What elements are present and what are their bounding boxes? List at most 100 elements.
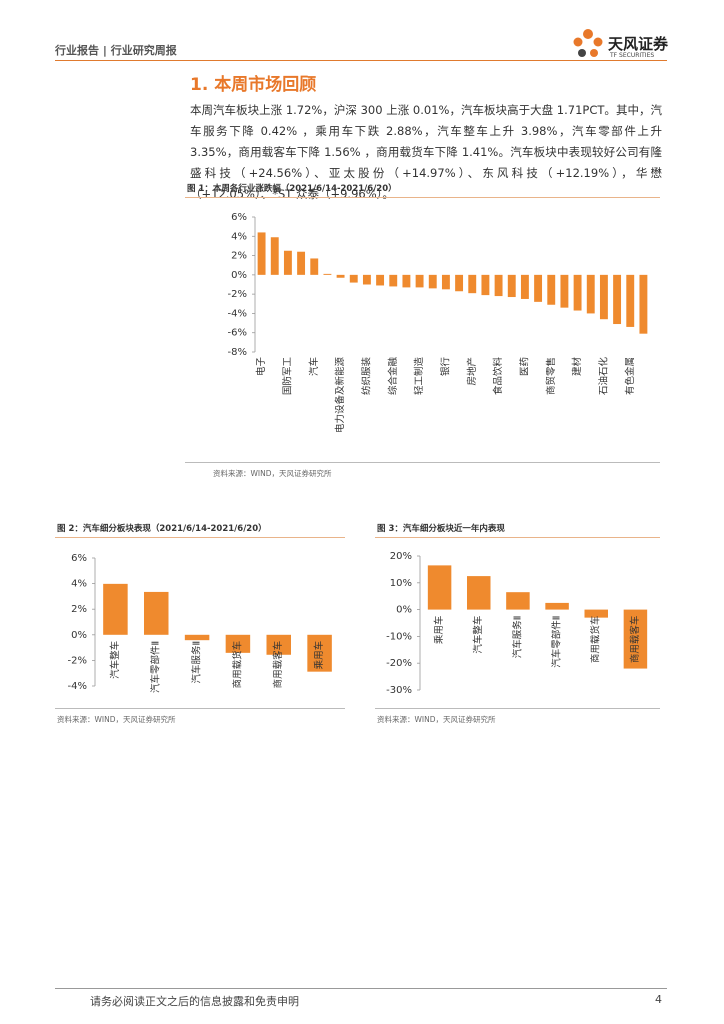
x-tick-label: 医药 <box>519 357 530 376</box>
figure-rule <box>185 462 660 463</box>
bar <box>225 634 251 653</box>
x-tick-label: 房地产 <box>466 357 478 386</box>
bar <box>586 274 595 314</box>
x-tick-label: 汽车零部件Ⅱ <box>551 616 563 668</box>
bar <box>599 274 608 320</box>
page-number: 4 <box>655 993 662 1006</box>
x-tick-label: 电子 <box>255 357 267 377</box>
bar <box>336 274 345 278</box>
y-tick-label: 4% <box>231 231 247 242</box>
header-left: 行业报告 <box>55 44 99 57</box>
x-tick-label: 乘用车 <box>313 641 325 670</box>
paragraph: 本周汽车板块上涨 1.72%，沪深 300 上涨 0.01%，汽车板块高于大盘 … <box>190 103 662 201</box>
bar <box>626 274 635 327</box>
y-tick-label: -6% <box>228 328 247 339</box>
x-tick-label: 商用载货车 <box>231 641 243 689</box>
bar <box>270 237 279 275</box>
x-tick-label: 商用载客车 <box>272 641 284 689</box>
bar <box>560 274 569 308</box>
figure-title: 图 3：汽车细分板块近一年内表现 <box>377 524 505 534</box>
bar <box>389 274 398 287</box>
chart: -30% -20% -10% 0% 10% 20% 乘用车 汽车整车 汽车服务Ⅱ 汽车零部件Ⅱ 商用… <box>386 551 648 696</box>
y-tick-label: -8% <box>228 347 247 358</box>
bar <box>283 250 292 275</box>
y-tick-label: -2% <box>228 289 247 300</box>
bar <box>257 232 266 275</box>
bar <box>310 258 319 275</box>
x-tick-label: 汽车整车 <box>472 616 484 654</box>
y-tick-label: 10% <box>390 578 412 589</box>
logo-en: TF SECURITIES <box>610 52 655 59</box>
x-tick-label: 建材 <box>571 357 583 377</box>
y-tick-label: 6% <box>71 553 87 564</box>
bar <box>402 274 411 288</box>
bar <box>584 609 608 618</box>
y-tick-label: 4% <box>71 579 87 590</box>
bar <box>441 274 450 290</box>
y-tick-label: -4% <box>228 308 247 319</box>
y-tick-label: 0% <box>71 630 87 641</box>
footer-disclaimer: 请务必阅读正文之后的信息披露和免责申明 <box>90 995 299 1008</box>
bar <box>362 274 371 285</box>
figure-rule <box>185 197 660 198</box>
bar <box>534 274 543 302</box>
y-tick-label: 0% <box>231 270 247 281</box>
bar <box>547 274 556 305</box>
bar <box>573 274 582 311</box>
source: 资料来源：WIND，天风证券研究所 <box>57 715 176 724</box>
x-tick-label: 汽车服务Ⅱ <box>511 616 523 659</box>
bar <box>144 591 169 635</box>
header-line <box>55 60 667 61</box>
y-tick-label: 2% <box>71 604 87 615</box>
y-tick-label: 0% <box>396 605 412 616</box>
header-right: 行业研究周报 <box>110 44 177 57</box>
figure-rule <box>375 708 660 709</box>
y-tick-label: -30% <box>386 685 412 696</box>
x-tick-label: 纺织服装 <box>360 357 372 396</box>
y-tick-label: -2% <box>68 655 87 666</box>
bar <box>545 602 569 610</box>
figure-rule <box>375 537 660 538</box>
bar <box>428 274 437 289</box>
bar <box>494 274 503 297</box>
bar <box>415 274 424 288</box>
x-tick-label: 综合金融 <box>387 357 399 396</box>
bar <box>103 583 128 635</box>
figure-title: 图 1：本周各行业涨跌幅（2021/6/14-2021/6/20） <box>187 184 397 194</box>
bar <box>506 592 530 610</box>
bar <box>297 251 306 275</box>
source: 资料来源：WIND，天风证券研究所 <box>213 469 332 478</box>
x-tick-label: 商用载货车 <box>590 616 602 664</box>
x-tick-label: 电力设备及新能源 <box>334 357 346 434</box>
bar <box>623 609 648 669</box>
source: 资料来源：WIND，天风证券研究所 <box>377 715 496 724</box>
y-tick-label: -20% <box>386 658 412 669</box>
bar <box>467 576 491 610</box>
x-tick-label: 商贸零售 <box>545 357 557 395</box>
bar <box>481 274 490 296</box>
bar <box>323 273 332 275</box>
bar <box>613 274 622 325</box>
y-tick-label: 2% <box>231 251 247 262</box>
x-tick-label: 汽车服务Ⅱ <box>191 641 203 684</box>
bar <box>184 634 210 641</box>
bar <box>427 565 452 610</box>
y-tick-label: 6% <box>231 212 247 223</box>
x-tick-label: 银行 <box>439 357 451 377</box>
bar <box>376 274 385 286</box>
x-tick-label: 石油石化 <box>597 357 609 396</box>
x-tick-label: 汽车 <box>308 357 320 376</box>
x-tick-label: 乘用车 <box>433 616 445 645</box>
x-tick-label: 国防军工 <box>281 357 293 396</box>
y-tick-label: -10% <box>386 631 412 642</box>
bar <box>468 274 477 294</box>
bar <box>307 634 332 672</box>
bar <box>349 274 358 283</box>
logo-mark <box>573 29 603 57</box>
logo-text: 天风证券 <box>608 35 669 53</box>
chart: -4% -2% 0% 2% 4% 6% 汽车整车 汽车零部件Ⅱ 汽车服务Ⅱ 商用载货车 商用载客车 乘… <box>68 553 332 693</box>
bar <box>520 274 529 299</box>
figure-title: 图 2：汽车细分板块表现（2021/6/14-2021/6/20） <box>57 524 267 534</box>
footer-line <box>55 988 667 989</box>
